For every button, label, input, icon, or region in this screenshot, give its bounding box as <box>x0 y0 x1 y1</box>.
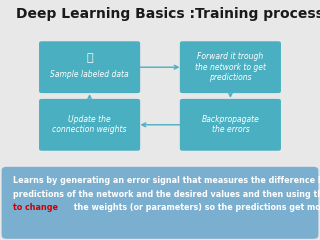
Text: Learns by generating an error signal that measures the difference between the: Learns by generating an error signal tha… <box>13 176 320 185</box>
Text: Backpropagate
the errors: Backpropagate the errors <box>202 115 259 134</box>
FancyBboxPatch shape <box>180 99 281 151</box>
Text: Sample labeled data: Sample labeled data <box>50 70 129 79</box>
Text: the weights (or parameters) so the predictions get more accurate.: the weights (or parameters) so the predi… <box>71 203 320 212</box>
Text: Deep Learning Basics :Training process: Deep Learning Basics :Training process <box>16 7 320 21</box>
FancyBboxPatch shape <box>39 99 140 151</box>
Text: Forward it trough
the network to get
predictions: Forward it trough the network to get pre… <box>195 52 266 82</box>
FancyBboxPatch shape <box>2 167 318 239</box>
Text: to change: to change <box>13 203 58 212</box>
Text: predictions of the network and the desired values and then using this: predictions of the network and the desir… <box>13 190 320 199</box>
FancyBboxPatch shape <box>180 41 281 93</box>
FancyBboxPatch shape <box>39 41 140 93</box>
Text: ⎙: ⎙ <box>86 53 93 63</box>
Text: Update the
connection weights: Update the connection weights <box>52 115 127 134</box>
